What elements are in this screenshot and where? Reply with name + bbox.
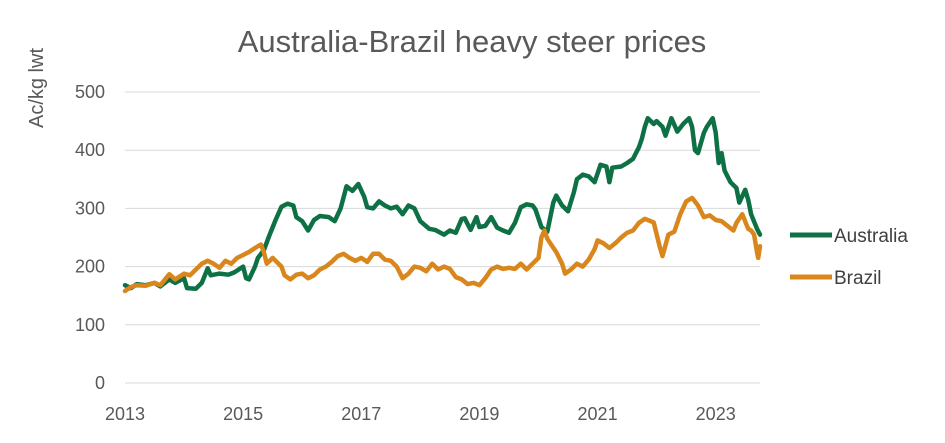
x-tick-label: 2021	[578, 404, 618, 424]
x-tick-label: 2013	[105, 404, 145, 424]
series-lines	[122, 115, 763, 294]
chart-title: Australia-Brazil heavy steer prices	[238, 24, 707, 59]
y-tick-label: 100	[75, 315, 105, 335]
y-tick-label: 300	[75, 198, 105, 218]
x-tick-label: 2019	[459, 404, 499, 424]
x-tick-label: 2017	[341, 404, 381, 424]
y-tick-label: 200	[75, 257, 105, 277]
legend: Australia Brazil	[790, 226, 908, 289]
x-tick-label: 2015	[223, 404, 263, 424]
x-tick-label: 2023	[696, 404, 736, 424]
y-tick-label: 400	[75, 140, 105, 160]
series-line-brazil	[122, 195, 763, 294]
x-axis-ticks: 2013 2015 2017 2019 2021 2023	[105, 404, 736, 424]
series-line-australia	[122, 115, 763, 291]
y-axis-ticks: 0 100 200 300 400 500	[75, 82, 105, 393]
legend-label-australia: Australia	[834, 226, 908, 247]
y-tick-label: 500	[75, 82, 105, 102]
y-tick-label: 0	[95, 373, 105, 393]
legend-label-brazil: Brazil	[834, 268, 882, 289]
y-axis-label: Ac/kg lwt	[26, 48, 48, 128]
